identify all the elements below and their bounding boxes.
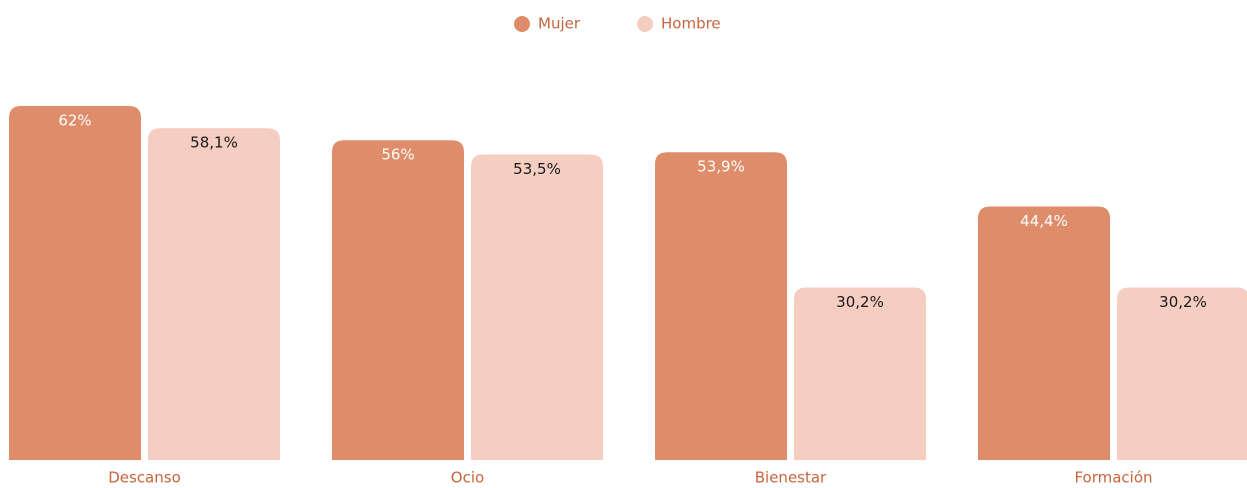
x-tick-label: Descanso <box>108 469 181 487</box>
x-tick-label: Formación <box>1074 469 1152 487</box>
bar <box>471 154 603 460</box>
bar <box>655 152 787 460</box>
legend-swatch <box>514 16 530 32</box>
data-label: 30,2% <box>1159 293 1207 311</box>
bar <box>148 128 280 460</box>
data-label: 30,2% <box>836 293 884 311</box>
legend-label: Hombre <box>661 15 721 33</box>
data-label: 62% <box>58 111 91 129</box>
x-tick-label: Bienestar <box>755 469 827 487</box>
bar <box>9 105 141 460</box>
data-label: 56% <box>381 146 414 164</box>
data-label: 53,5% <box>513 160 561 178</box>
x-tick-label: Ocio <box>451 469 484 487</box>
bar <box>978 206 1110 460</box>
data-label: 53,9% <box>697 158 745 176</box>
legend-swatch <box>637 16 653 32</box>
legend-label: Mujer <box>538 15 581 33</box>
bar <box>1117 287 1247 460</box>
bar <box>332 140 464 461</box>
data-label: 58,1% <box>190 134 238 152</box>
data-label: 44,4% <box>1020 212 1068 230</box>
bar <box>794 287 926 460</box>
